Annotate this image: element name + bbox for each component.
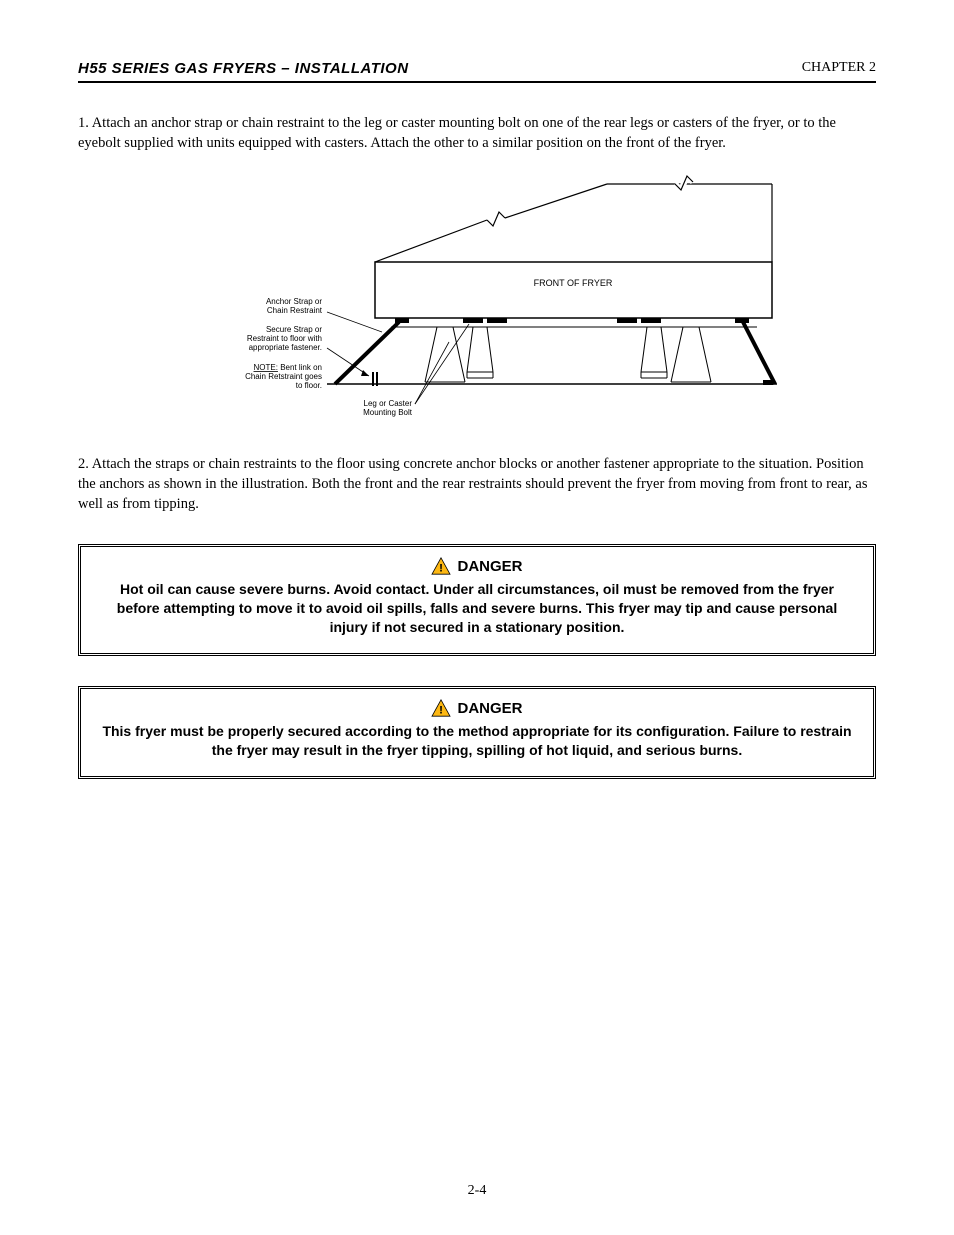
label-secure-l3: appropriate fastener. <box>249 343 322 352</box>
chapter-label: CHAPTER 2 <box>802 60 876 77</box>
fryer-diagram: FRONT OF FRYER <box>78 172 876 432</box>
instruction-step-1: 1. Attach an anchor strap or chain restr… <box>78 113 876 154</box>
danger-title-2: ! DANGER <box>431 699 522 717</box>
page-header: H55 SERIES GAS FRYERS – INSTALLATION CHA… <box>78 60 876 83</box>
label-legcaster-l1: Leg or Caster <box>364 399 413 408</box>
danger-box-2: ! DANGER This fryer must be properly sec… <box>78 686 876 779</box>
svg-text:!: ! <box>440 563 444 575</box>
danger-body-2: This fryer must be properly secured acco… <box>101 722 853 760</box>
instruction-step-2: 2. Attach the straps or chain restraints… <box>78 454 876 515</box>
label-anchor-strap-l2: Chain Restraint <box>267 306 323 315</box>
warning-icon: ! <box>431 557 451 575</box>
label-anchor-strap-l1: Anchor Strap or <box>266 297 322 306</box>
label-legcaster-l2: Mounting Bolt <box>363 408 413 417</box>
danger-title-2-text: DANGER <box>457 700 522 717</box>
warning-icon: ! <box>431 699 451 717</box>
svg-text:!: ! <box>440 705 444 717</box>
page-number: 2-4 <box>0 1183 954 1199</box>
label-note-l2: Chain Retstraint goes <box>245 372 322 381</box>
fryer-svg: FRONT OF FRYER <box>177 172 777 432</box>
danger-title-1: ! DANGER <box>431 557 522 575</box>
manual-title: H55 SERIES GAS FRYERS – INSTALLATION <box>78 60 409 77</box>
danger-body-1: Hot oil can cause severe burns. Avoid co… <box>101 580 853 637</box>
label-secure-l2: Restraint to floor with <box>247 334 322 343</box>
danger-box-1: ! DANGER Hot oil can cause severe burns.… <box>78 544 876 656</box>
label-note-l1: NOTE: Bent link on <box>254 363 322 372</box>
diagram-title: FRONT OF FRYER <box>534 278 613 288</box>
danger-title-1-text: DANGER <box>457 558 522 575</box>
label-note-l3: to floor. <box>296 381 322 390</box>
label-secure-l1: Secure Strap or <box>266 325 322 334</box>
